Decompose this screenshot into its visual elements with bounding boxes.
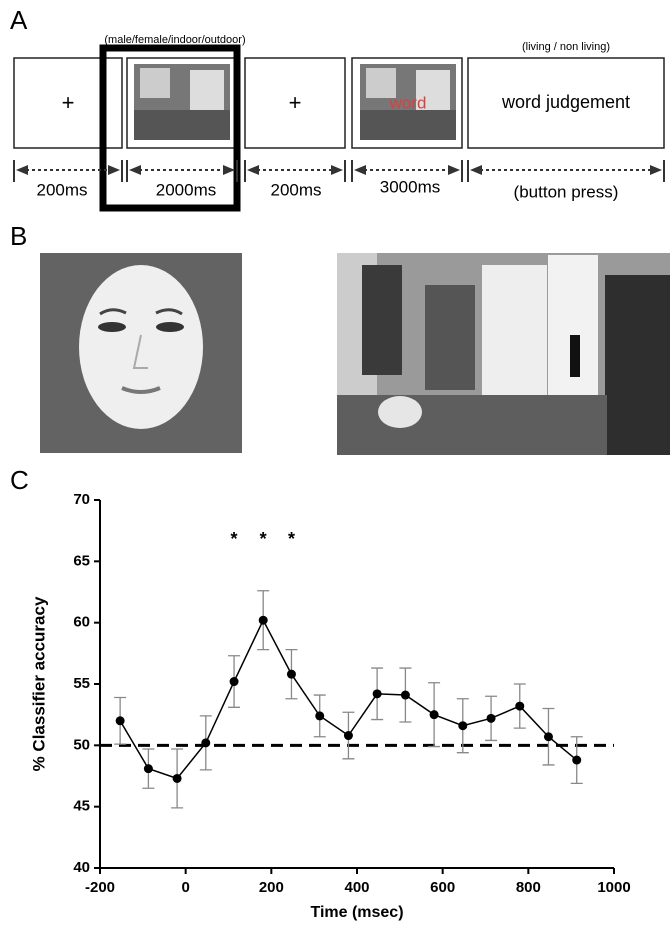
fixation: +	[62, 90, 75, 115]
task-label: (living / non living)	[522, 41, 610, 53]
data-point	[572, 755, 582, 765]
panel-label: A	[10, 5, 28, 35]
data-point	[458, 721, 468, 731]
word-stimulus: word	[389, 93, 427, 112]
x-axis-label: Time (msec)	[310, 904, 403, 921]
data-point	[343, 731, 353, 741]
data-point	[229, 677, 239, 687]
panel-label: C	[10, 465, 29, 495]
data-point	[286, 669, 296, 679]
data-point	[258, 615, 268, 625]
x-tick-label: -200	[85, 879, 115, 896]
judgement-text: word judgement	[501, 92, 630, 112]
y-axis-label: % Classifier accuracy	[29, 596, 48, 771]
x-tick-label: 600	[430, 879, 455, 896]
data-point	[543, 732, 553, 742]
data-point	[486, 713, 496, 723]
x-tick-label: 800	[516, 879, 541, 896]
significance-star: *	[231, 529, 238, 549]
data-point	[515, 701, 525, 711]
arrowheads	[16, 165, 662, 175]
data-point	[429, 710, 439, 720]
data-point	[143, 764, 153, 774]
x-tick-label: 1000	[597, 879, 630, 896]
duration: 2000ms	[156, 180, 216, 199]
significance-star: *	[260, 529, 267, 549]
fixation: +	[289, 90, 302, 115]
duration: 200ms	[270, 180, 321, 199]
timeline-arrows	[13, 160, 665, 182]
scene-image	[337, 253, 670, 455]
task-label: (male/female/indoor/outdoor)	[104, 34, 245, 46]
data-point	[315, 711, 325, 721]
x-tick-label: 0	[181, 879, 189, 896]
data-point	[115, 716, 125, 726]
y-tick-label: 55	[73, 675, 90, 692]
y-tick-label: 60	[73, 614, 90, 631]
data-point	[400, 690, 410, 700]
data-point	[372, 689, 382, 699]
y-tick-label: 65	[73, 552, 90, 569]
data-point	[172, 773, 182, 783]
y-tick-label: 50	[73, 736, 90, 753]
data-point	[201, 738, 211, 748]
scene-thumbnail	[134, 64, 456, 140]
significance-star: *	[288, 529, 295, 549]
x-tick-label: 400	[344, 879, 369, 896]
x-tick-label: 200	[259, 879, 284, 896]
panel-label: B	[10, 221, 27, 251]
y-tick-label: 45	[73, 798, 90, 815]
duration: 200ms	[36, 180, 87, 199]
y-tick-label: 70	[73, 491, 90, 508]
duration: (button press)	[514, 182, 619, 201]
y-tick-label: 40	[73, 859, 90, 876]
face-image	[40, 253, 242, 453]
highlight-box	[99, 44, 241, 212]
duration: 3000ms	[380, 177, 440, 196]
